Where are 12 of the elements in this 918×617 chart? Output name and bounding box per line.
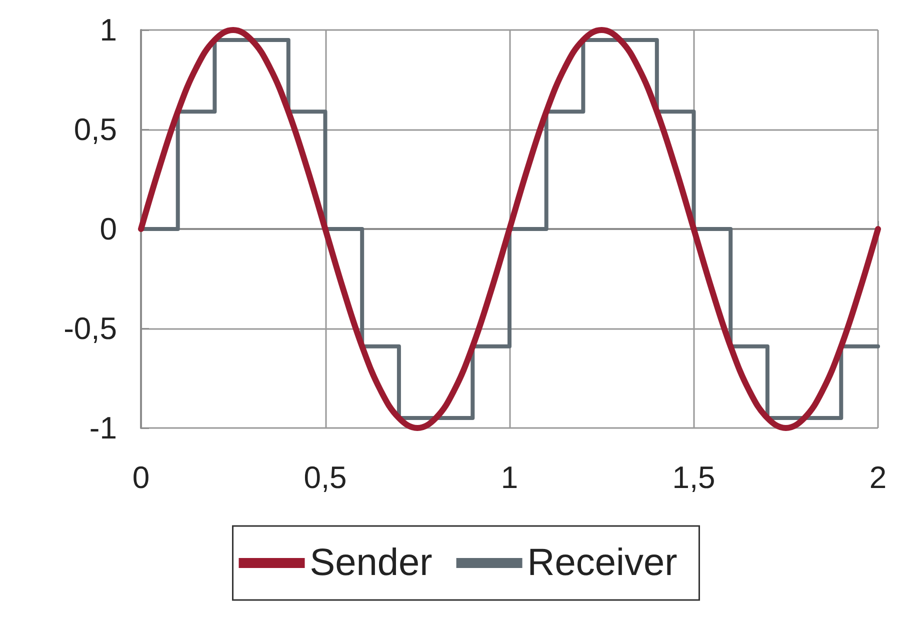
x-tick-label: 2 bbox=[869, 460, 887, 495]
x-tick-label: 0 bbox=[132, 460, 150, 495]
y-tick-label: 0 bbox=[100, 212, 117, 246]
x-tick-label: 1 bbox=[500, 460, 518, 495]
y-tick-label: 0,5 bbox=[74, 112, 117, 147]
legend-label: Receiver bbox=[527, 542, 678, 584]
legend-label: Sender bbox=[310, 542, 433, 584]
y-tick-label: -0,5 bbox=[64, 311, 117, 346]
x-tick-label: 1,5 bbox=[672, 460, 716, 495]
x-tick-label: 0,5 bbox=[304, 460, 347, 495]
y-tick-label: 1 bbox=[100, 12, 117, 48]
y-tick-label: -1 bbox=[89, 410, 117, 446]
